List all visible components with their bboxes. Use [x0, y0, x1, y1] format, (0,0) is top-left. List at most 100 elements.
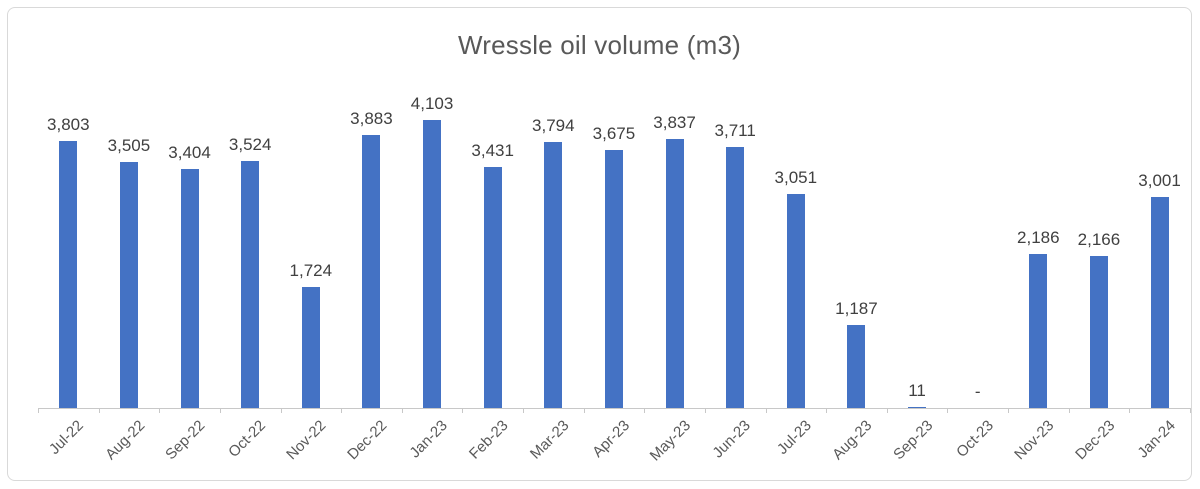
axis-tick [766, 408, 767, 413]
axis-tick [523, 408, 524, 413]
value-label: 1,187 [835, 299, 878, 318]
x-axis-label: Jul-23 [773, 417, 815, 458]
value-label: 2,166 [1077, 230, 1121, 249]
bar-column: - [947, 92, 1008, 408]
value-label: 3,404 [168, 143, 211, 162]
value-label: 3,001 [1138, 171, 1181, 190]
value-label: 2,186 [1017, 228, 1060, 247]
value-label: 3,675 [592, 124, 636, 143]
bar [301, 287, 320, 408]
x-axis-label: Aug-22 [101, 417, 148, 464]
x-axis-label: Jun-23 [709, 417, 755, 462]
bar-column: 2,186 [1008, 92, 1069, 408]
x-axis-label: Sep-22 [162, 417, 209, 464]
chart-title: Wressle oil volume (m3) [458, 30, 741, 60]
bar-column: 3,794 [523, 92, 584, 408]
bar [1150, 197, 1169, 408]
bar [59, 141, 78, 408]
bar-column: 1,187 [826, 92, 887, 408]
value-label: 3,505 [107, 136, 151, 155]
axis-tick [887, 408, 888, 413]
bar [1029, 254, 1048, 408]
axis-tick [281, 408, 282, 413]
x-axis-label: Oct-23 [952, 417, 997, 461]
bar [1089, 256, 1108, 408]
x-axis-label: Jan-23 [406, 417, 452, 462]
bar [786, 194, 805, 408]
bar-column: 3,675 [584, 92, 645, 408]
bar-column: 3,837 [644, 92, 705, 408]
x-axis-label: Sep-23 [889, 417, 937, 464]
bar [119, 162, 138, 408]
bar-column: 3,883 [341, 92, 402, 408]
bar [908, 407, 927, 408]
bar [726, 147, 745, 408]
bar [423, 120, 442, 408]
axis-tick [1129, 408, 1130, 413]
x-axis-label: Oct-22 [225, 417, 270, 461]
value-label: 3,524 [228, 135, 272, 154]
bar [604, 150, 623, 408]
bar [241, 161, 260, 408]
bar-column: 3,803 [38, 92, 99, 408]
bar-column: 3,051 [766, 92, 827, 408]
bar-column: 1,724 [281, 92, 342, 408]
bar [544, 142, 563, 408]
axis-tick [1008, 408, 1009, 413]
x-axis-label: Jul-22 [46, 417, 88, 458]
axis-tick [220, 408, 221, 413]
axis-tick [341, 408, 342, 413]
axis-tick [644, 408, 645, 413]
x-axis-label: Mar-23 [526, 417, 573, 463]
value-label: 11 [908, 381, 926, 400]
x-axis-label: Apr-23 [589, 417, 634, 461]
axis-tick [826, 408, 827, 413]
x-axis-label: Nov-22 [283, 417, 330, 464]
bar [665, 139, 684, 408]
axis-tick [38, 408, 39, 413]
bar-column: 3,505 [99, 92, 160, 408]
value-label: 3,883 [350, 109, 393, 128]
value-label: 3,794 [532, 116, 575, 135]
x-axis-label: Aug-23 [829, 417, 876, 464]
x-axis-label: Dec-23 [1071, 417, 1119, 464]
axis-tick [99, 408, 100, 413]
value-label: 3,837 [653, 113, 696, 132]
axis-tick [159, 408, 160, 413]
bar [180, 169, 199, 408]
bar-column: 3,711 [705, 92, 766, 408]
bar-column: 4,103 [402, 92, 463, 408]
x-axis-label: Dec-22 [344, 417, 391, 464]
bar-column: 3,524 [220, 92, 281, 408]
axis-tick [1190, 408, 1191, 413]
value-label: 1,724 [289, 261, 333, 280]
x-axis-label: May-23 [646, 417, 694, 465]
value-label: - [974, 382, 981, 401]
chart-frame: Wressle oil volume (m3) 3,803 3,505 3,404 3… [7, 7, 1192, 481]
axis-tick [584, 408, 585, 413]
bar-column: 3,001 [1129, 92, 1190, 408]
x-axis-label: Feb-23 [466, 417, 512, 463]
axis-tick [462, 408, 463, 413]
axis-tick [402, 408, 403, 413]
bar-column: 3,404 [159, 92, 220, 408]
bar-column: 2,166 [1069, 92, 1130, 408]
value-label: 4,103 [410, 94, 454, 113]
value-label: 3,431 [471, 141, 514, 160]
x-axis-label: Jan-24 [1134, 417, 1179, 462]
bar [483, 167, 502, 408]
bar-column: 11 [887, 92, 948, 408]
value-label: 3,803 [47, 115, 90, 134]
axis-tick [1069, 408, 1070, 413]
bar [362, 135, 381, 408]
axis-tick [705, 408, 706, 413]
bar [847, 325, 866, 408]
value-label: 3,051 [774, 168, 818, 187]
bar-column: 3,431 [462, 92, 523, 408]
axis-tick [947, 408, 948, 413]
x-axis-label: Nov-23 [1011, 417, 1058, 464]
value-label: 3,711 [714, 121, 756, 140]
x-axis-line [38, 408, 1191, 409]
plot-area: 3,803 3,505 3,404 3,524 1,724 3,883 4,103 3,431… [38, 92, 1190, 408]
